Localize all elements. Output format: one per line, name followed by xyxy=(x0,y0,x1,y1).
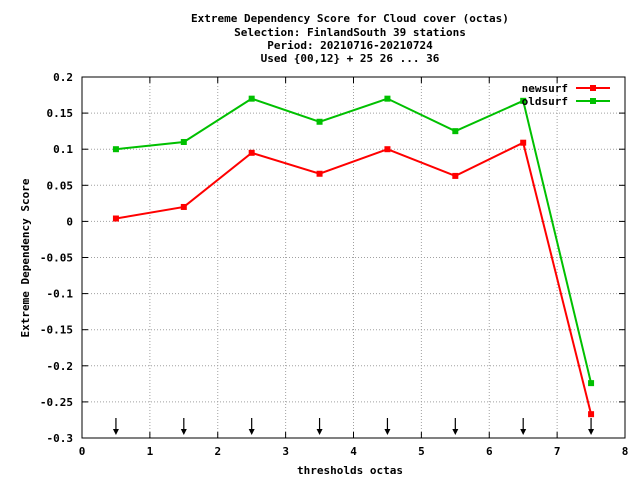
threshold-arrow xyxy=(452,418,459,435)
y-tick-label: 0 xyxy=(66,215,73,228)
threshold-arrow xyxy=(384,418,391,435)
data-point-newsurf xyxy=(316,170,323,177)
data-point-oldsurf xyxy=(316,118,323,125)
threshold-arrow xyxy=(112,418,119,435)
y-tick-label: 0.15 xyxy=(47,107,74,120)
data-point-newsurf xyxy=(384,146,391,153)
threshold-arrows xyxy=(112,418,595,435)
threshold-arrow xyxy=(316,418,323,435)
grid xyxy=(82,77,625,438)
title-line-2: Selection: FinlandSouth 39 stations xyxy=(234,26,466,39)
legend-swatch-point xyxy=(590,98,596,104)
x-tick-label: 3 xyxy=(282,445,289,458)
legend-label: newsurf xyxy=(522,82,568,95)
threshold-arrow xyxy=(180,418,187,435)
data-point-oldsurf xyxy=(112,146,119,153)
x-tick-label: 7 xyxy=(554,445,561,458)
x-tick-label: 1 xyxy=(147,445,154,458)
y-tick-label: 0.05 xyxy=(47,179,74,192)
data-point-newsurf xyxy=(112,215,119,222)
legend-swatch-point xyxy=(590,85,596,91)
series xyxy=(112,95,595,418)
threshold-arrow xyxy=(520,418,527,435)
x-tick-label: 5 xyxy=(418,445,425,458)
y-tick-label: -0.2 xyxy=(47,360,74,373)
data-point-newsurf xyxy=(248,149,255,156)
y-tick-label: 0.1 xyxy=(53,143,73,156)
x-tick-label: 0 xyxy=(79,445,86,458)
legend-item-newsurf: newsurf xyxy=(522,82,610,95)
y-tick-label: 0.2 xyxy=(53,71,73,84)
x-tick-label: 2 xyxy=(214,445,221,458)
axis-ticks: -0.3 -0.25 -0.2 -0.15 -0.1 -0.05 0 0.05 0.1 0.15 0… xyxy=(40,71,628,458)
data-point-newsurf xyxy=(588,411,595,418)
title-line-3: Period: 20210716-20210724 xyxy=(267,39,433,52)
x-axis-label: thresholds octas xyxy=(297,464,403,477)
x-tick-label: 8 xyxy=(622,445,629,458)
threshold-arrow xyxy=(248,418,255,435)
y-tick-label: -0.05 xyxy=(40,252,73,265)
chart-title: Extreme Dependency Score for Cloud cover… xyxy=(191,12,509,65)
series-line-oldsurf xyxy=(115,97,593,384)
title-line-4: Used {00,12} + 25 26 ... 36 xyxy=(261,52,440,65)
x-tick-label: 6 xyxy=(486,445,493,458)
series-line-newsurf xyxy=(115,141,593,415)
y-tick-label: -0.15 xyxy=(40,324,73,337)
data-point-newsurf xyxy=(180,203,187,210)
data-point-oldsurf xyxy=(520,97,527,104)
data-point-oldsurf xyxy=(452,128,459,135)
y-tick-label: -0.25 xyxy=(40,396,73,409)
data-point-oldsurf xyxy=(248,95,255,102)
y-axis-label: Extreme Dependency Score xyxy=(19,178,32,337)
title-line-1: Extreme Dependency Score for Cloud cover… xyxy=(191,12,509,25)
legend-label: oldsurf xyxy=(522,95,568,108)
data-point-oldsurf xyxy=(384,95,391,102)
data-point-newsurf xyxy=(452,172,459,179)
legend-item-oldsurf: oldsurf xyxy=(522,95,610,108)
data-point-oldsurf xyxy=(588,380,595,387)
y-tick-label: -0.1 xyxy=(47,288,74,301)
y-tick-label: -0.3 xyxy=(47,432,74,445)
data-point-oldsurf xyxy=(180,138,187,145)
data-point-newsurf xyxy=(520,139,527,146)
threshold-arrow xyxy=(588,418,595,435)
x-tick-label: 4 xyxy=(350,445,357,458)
